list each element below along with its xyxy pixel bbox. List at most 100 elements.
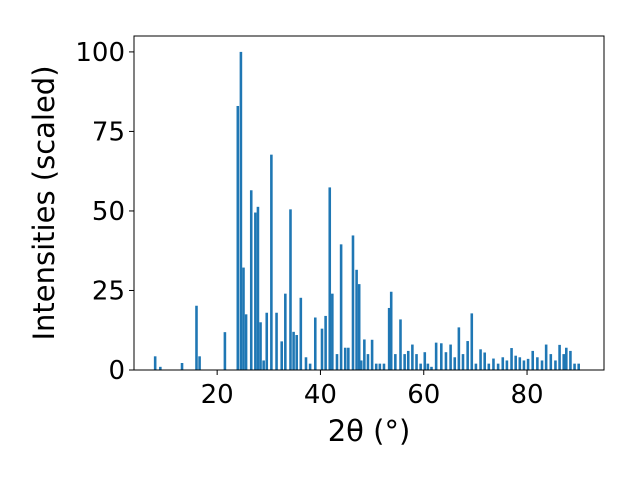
bar bbox=[299, 297, 303, 370]
bar bbox=[514, 355, 517, 370]
bar bbox=[265, 312, 269, 370]
bar bbox=[403, 354, 406, 370]
bar bbox=[406, 350, 410, 370]
bar bbox=[259, 322, 262, 370]
bar bbox=[351, 235, 355, 370]
bar bbox=[159, 366, 162, 370]
bar bbox=[295, 335, 298, 370]
bar bbox=[449, 344, 452, 370]
bar bbox=[239, 51, 243, 371]
bar bbox=[453, 357, 457, 370]
bar bbox=[389, 291, 393, 370]
bar bbox=[444, 352, 448, 370]
bar bbox=[382, 363, 386, 370]
bar bbox=[526, 358, 530, 370]
bar bbox=[324, 315, 327, 370]
bar bbox=[470, 313, 474, 370]
bar bbox=[544, 344, 548, 370]
bar bbox=[304, 357, 308, 370]
bar bbox=[153, 356, 157, 370]
bar bbox=[536, 357, 539, 370]
bar bbox=[487, 363, 491, 370]
bar bbox=[275, 312, 278, 370]
bar bbox=[394, 354, 397, 370]
y-tick-label: 75 bbox=[92, 117, 125, 147]
bar bbox=[223, 332, 227, 370]
bar bbox=[399, 319, 402, 370]
ticks-layer: 20 40 60 80 0 25 50 75 100 bbox=[75, 38, 543, 410]
plot-frame bbox=[133, 35, 605, 371]
bar bbox=[518, 357, 522, 370]
bar bbox=[335, 354, 339, 370]
bar bbox=[180, 363, 184, 370]
bar bbox=[289, 209, 292, 370]
bar bbox=[359, 360, 363, 370]
bar bbox=[510, 348, 513, 370]
bar bbox=[244, 314, 248, 370]
bar bbox=[280, 341, 283, 370]
bar bbox=[540, 360, 544, 370]
bar bbox=[531, 350, 535, 370]
bar bbox=[411, 344, 414, 370]
bar bbox=[249, 190, 253, 370]
bar bbox=[577, 363, 580, 370]
bar bbox=[492, 358, 495, 370]
bar bbox=[474, 363, 478, 370]
y-axis-label: Intensities (scaled) bbox=[27, 65, 61, 340]
bar bbox=[496, 363, 500, 370]
x-tick-label: 40 bbox=[304, 380, 337, 410]
bar bbox=[328, 187, 332, 370]
bar bbox=[387, 307, 391, 370]
y-tick-label: 100 bbox=[75, 38, 125, 68]
bar bbox=[320, 328, 324, 370]
y-tick-label: 25 bbox=[92, 276, 125, 306]
bar bbox=[558, 344, 561, 370]
bar bbox=[565, 347, 568, 370]
x-axis-label: 2θ (°) bbox=[328, 414, 411, 448]
bar bbox=[522, 360, 526, 370]
bar bbox=[483, 352, 486, 370]
bar bbox=[308, 363, 312, 370]
bar bbox=[415, 354, 418, 370]
bar bbox=[479, 349, 482, 370]
bar bbox=[378, 363, 382, 370]
bar bbox=[339, 244, 343, 370]
x-tick-label: 20 bbox=[201, 380, 234, 410]
bar bbox=[195, 305, 198, 370]
bar bbox=[262, 360, 265, 370]
bar bbox=[549, 354, 553, 370]
bar bbox=[198, 356, 201, 370]
bar bbox=[256, 206, 260, 370]
bar bbox=[573, 363, 576, 370]
bar bbox=[440, 343, 443, 370]
bar bbox=[505, 360, 509, 370]
bar bbox=[270, 154, 273, 370]
bar bbox=[457, 327, 461, 370]
bar bbox=[347, 347, 350, 370]
bar bbox=[430, 366, 433, 370]
bar bbox=[569, 350, 572, 370]
bar bbox=[466, 341, 469, 370]
bar bbox=[374, 363, 378, 370]
bar bbox=[423, 352, 427, 370]
bar bbox=[355, 269, 358, 370]
bar bbox=[284, 293, 287, 370]
bar bbox=[254, 212, 257, 370]
bar bbox=[242, 267, 245, 370]
bar bbox=[236, 105, 240, 370]
x-tick-label: 60 bbox=[407, 380, 440, 410]
y-tick-label: 50 bbox=[92, 197, 125, 227]
bar bbox=[501, 357, 505, 370]
bar bbox=[363, 339, 366, 370]
bar bbox=[292, 331, 295, 370]
bar bbox=[357, 284, 361, 370]
bar bbox=[366, 354, 370, 370]
bars-layer bbox=[153, 51, 580, 371]
bar bbox=[343, 347, 347, 370]
bar bbox=[370, 339, 374, 370]
y-tick-label: 0 bbox=[108, 356, 125, 386]
bar bbox=[419, 363, 422, 370]
bar bbox=[562, 354, 565, 370]
